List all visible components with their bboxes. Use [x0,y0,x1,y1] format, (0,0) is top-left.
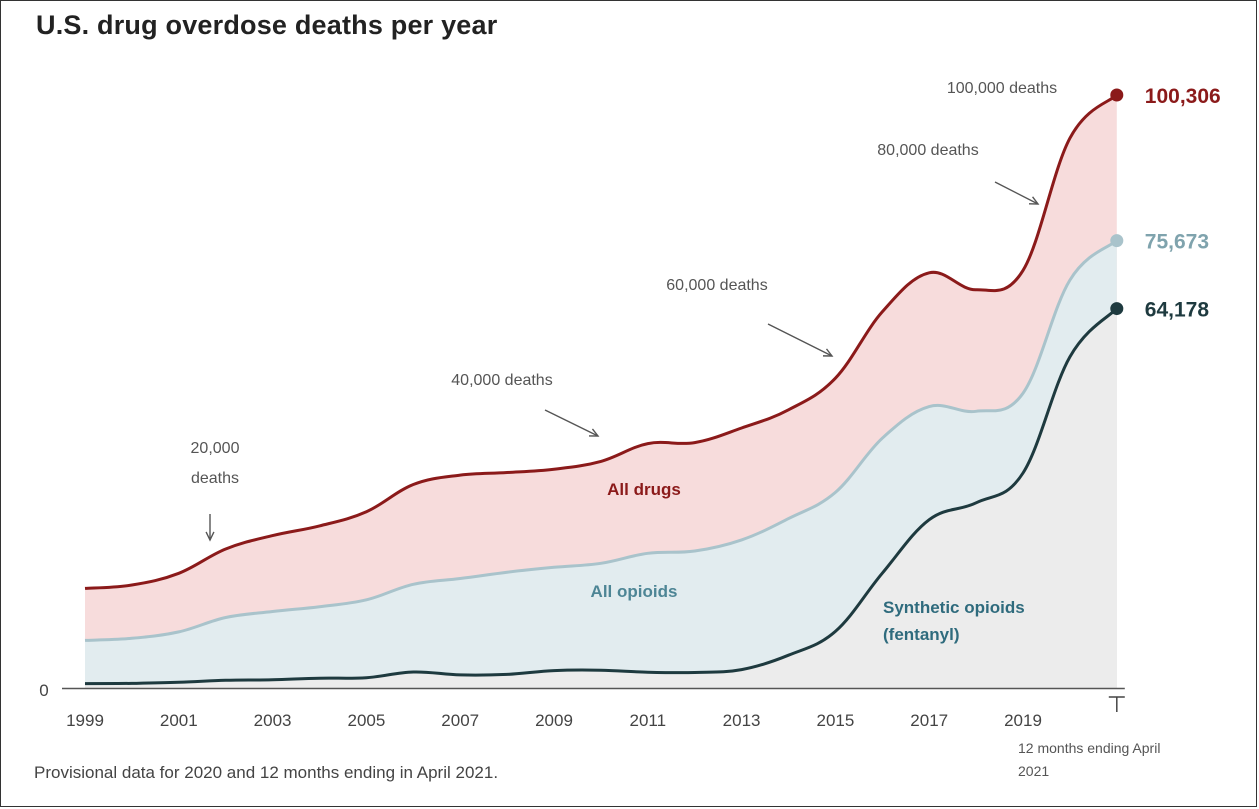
annotation-60000-text: 60,000 deaths [666,277,767,294]
annotation-80000-arrow-head [1028,196,1040,205]
annotation-20000-text: deaths [191,470,239,487]
annotation-40000-text: 40,000 deaths [451,372,552,389]
annotation-100000: 100,000 deaths [947,80,1057,97]
x-tick-label: 2003 [254,711,292,730]
annotation-40000-arrow-head [588,428,600,437]
all-opioids-line [84,239,1118,642]
annotation-60000: 60,000 deaths [666,277,834,357]
all-drugs-series-label: All drugs [607,480,681,499]
synthetic-opioids-end-dot [1110,302,1124,316]
annotation-60000-arrow-head [822,348,834,357]
last-period-label-line1: 12 months ending April [1018,740,1160,756]
x-tick-label: 2001 [160,711,198,730]
annotation-80000-arrow-shaft [994,181,1039,205]
synthetic-opioids-area [85,308,1117,688]
x-tick-label: 1999 [66,711,104,730]
annotation-80000: 80,000 deaths [877,142,1040,205]
all-opioids-end-dot [1110,234,1124,248]
all-opioids-area [85,240,1117,688]
synthetic-opioids-end-label: 64,178 [1145,299,1210,322]
all-drugs-end-label: 100,306 [1145,85,1221,108]
annotation-80000-text: 80,000 deaths [877,142,978,159]
x-tick-label: 2019 [1004,711,1042,730]
y-tick-label: 0 [39,681,48,700]
last-period-label-line2: 2021 [1018,763,1049,779]
synthetic-series-label-line2: (fentanyl) [883,625,960,644]
x-tick-label: 2009 [535,711,573,730]
x-tick-label: 2017 [910,711,948,730]
annotation-60000-arrow-shaft [767,323,833,357]
x-tick-label: 2013 [723,711,761,730]
annotation-20000-arrow-head [205,531,215,542]
annotation-20000: 20,000 deaths [191,440,240,542]
annotation-40000-arrow-shaft [544,409,599,437]
synthetic-opioids-line [84,307,1118,686]
chart-title: U.S. drug overdose deaths per year [36,10,498,40]
annotation-40000: 40,000 deaths [451,372,600,437]
synthetic-series-label-line1: Synthetic opioids [883,598,1025,617]
annotation-20000-text: 20,000 [191,440,240,457]
all-drugs-line [84,93,1118,590]
all-opioids-series-label: All opioids [591,582,678,601]
all-opioids-end-label: 75,673 [1145,231,1209,254]
x-tick-label: 2011 [630,711,667,730]
x-tick-label: 2015 [816,711,854,730]
x-tick-label: 2007 [441,711,479,730]
all-drugs-end-dot [1110,88,1124,102]
x-tick-label: 2005 [347,711,385,730]
annotation-100000-text: 100,000 deaths [947,80,1057,97]
footnote: Provisional data for 2020 and 12 months … [34,763,499,782]
